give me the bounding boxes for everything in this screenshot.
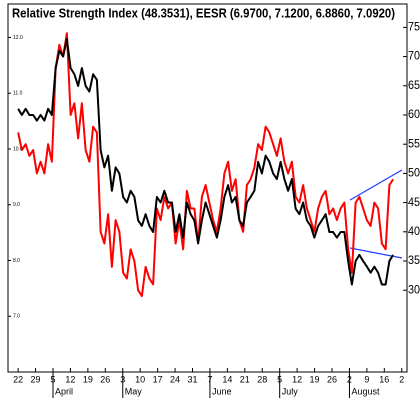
x-tick-label: 26 [327,374,337,384]
y2-tick-label: 30 [408,282,420,296]
x-tick-label: 2 [399,374,404,384]
y2-tick-label: 70 [408,49,420,63]
y2-tick-label: 40 [408,224,420,238]
y-tick-label: 7.0 [13,314,20,320]
trend-line [349,169,403,201]
y2-tick-label: 55 [408,136,420,150]
series-line [17,38,394,286]
x-tick-label: 10 [135,374,145,384]
x-tick-label: 28 [257,374,267,384]
y2-tick-label: 35 [408,253,420,267]
y2-tick-label: 50 [408,166,420,180]
x-tick-label: 14 [222,374,232,384]
x-tick-label: 9 [364,374,369,384]
x-tick-label: 22 [13,374,23,384]
x-tick-label: 16 [379,374,389,384]
x-tick-label: 21 [240,374,250,384]
x-tick-label: 29 [31,374,41,384]
month-label: June [212,386,232,396]
x-tick-label: 12 [65,374,75,384]
month-label: July [282,386,299,396]
chart-title: Relative Strength Index (48.3531), EESR … [12,5,395,20]
y2-tick-label: 75 [408,20,420,34]
y-tick-label: 10.0 [13,146,23,152]
y-tick-label: 11.0 [13,91,23,97]
x-tick-label: 19 [310,374,320,384]
x-tick-label: 12 [292,374,302,384]
y2-tick-label: 45 [408,195,420,209]
x-tick-label: 17 [153,374,163,384]
month-label: August [351,386,380,396]
x-tick-label: 26 [100,374,110,384]
month-label: May [125,386,143,396]
y2-tick-label: 65 [408,78,420,92]
x-tick-label: 24 [170,374,180,384]
y-tick-label: 12.0 [13,35,23,41]
series-line [17,32,394,298]
y2-tick-label: 60 [408,107,420,121]
y-tick-label: 8.0 [13,258,20,264]
plot-frame [7,3,408,373]
month-label: April [55,386,73,396]
y-tick-label: 9.0 [13,202,20,208]
x-tick-label: 19 [83,374,93,384]
x-tick-label: 31 [187,374,197,384]
